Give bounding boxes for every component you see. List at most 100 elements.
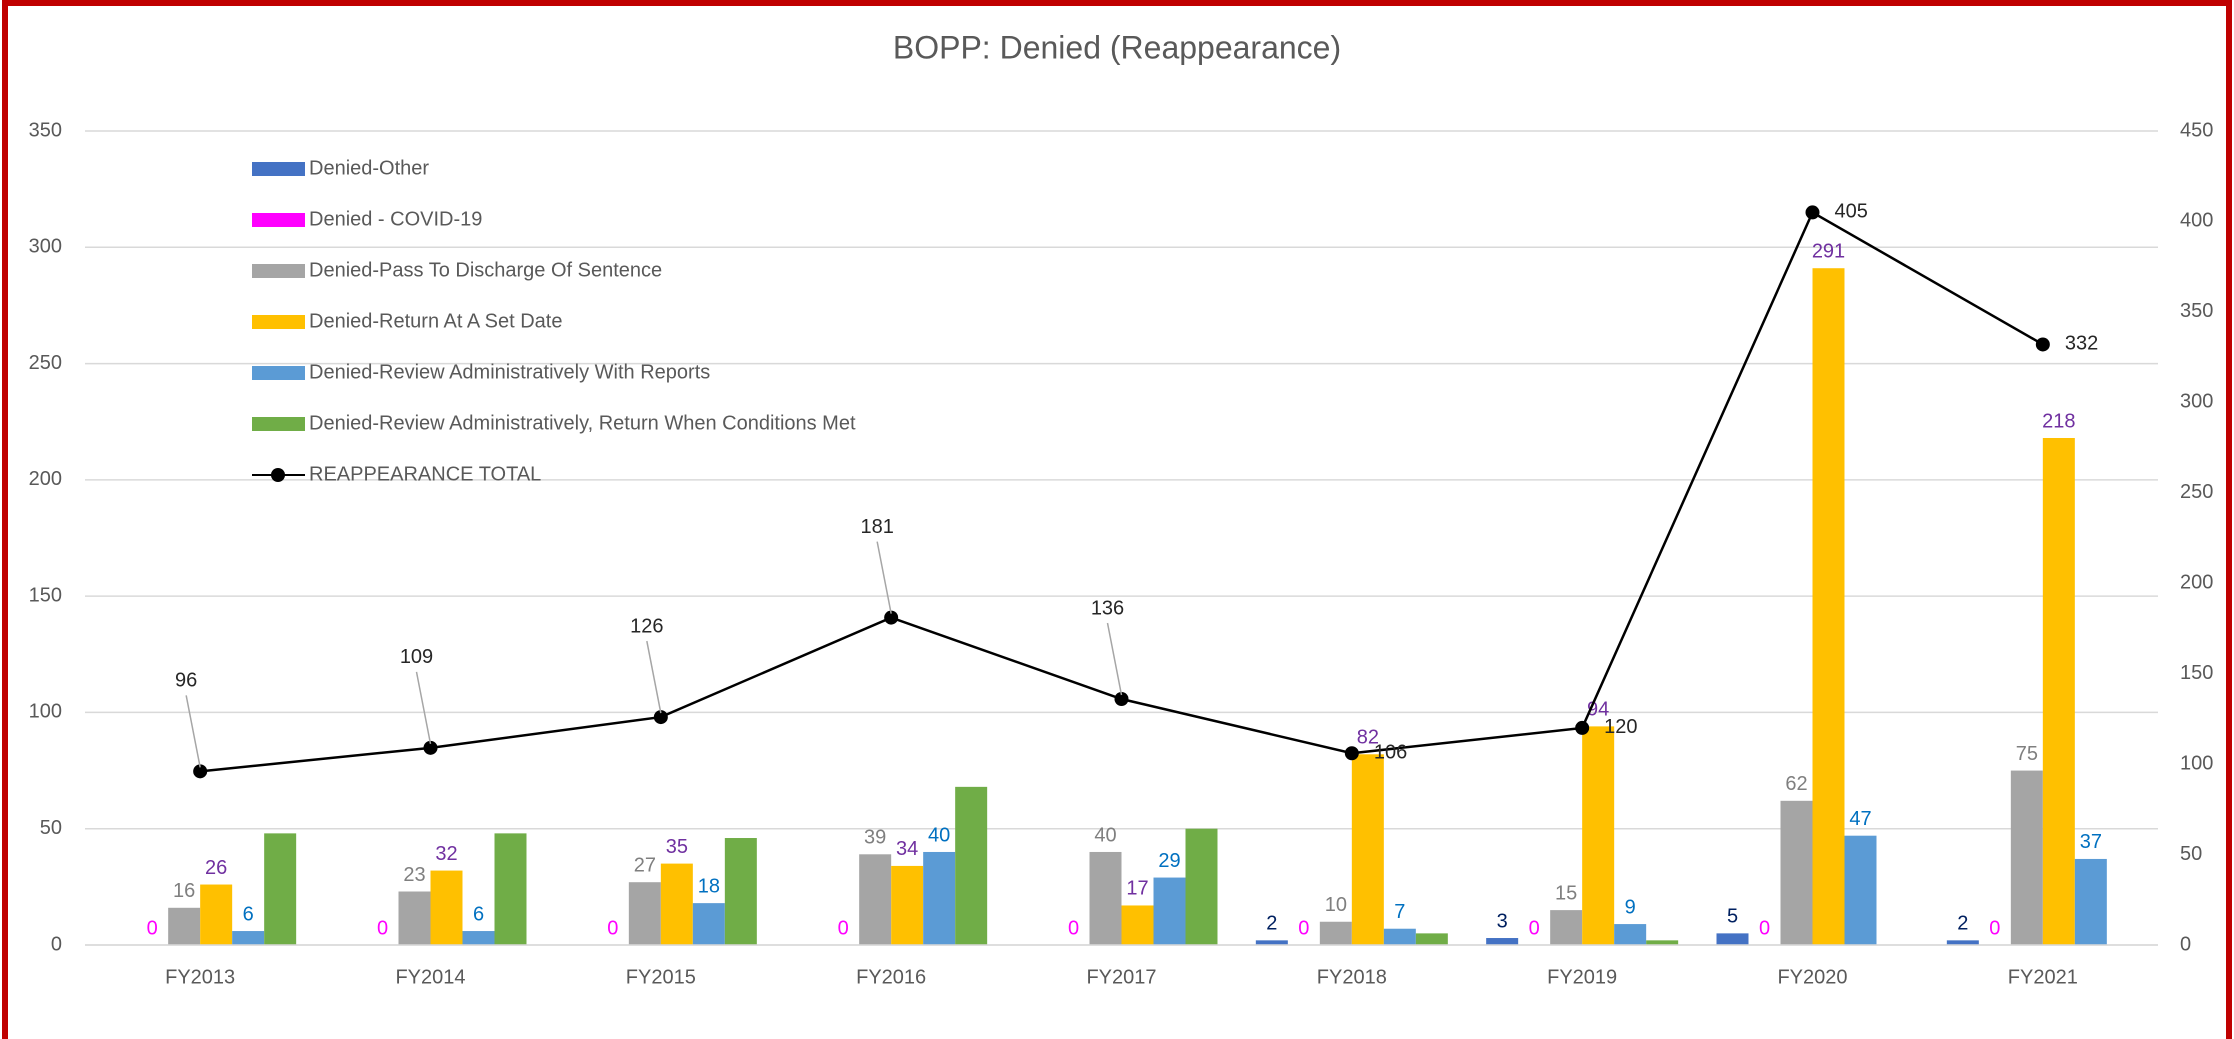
data-label: 0 [147, 917, 158, 939]
y2-tick-label: 400 [2180, 210, 2213, 232]
y2-tick-label: 150 [2180, 662, 2213, 684]
line-point [653, 710, 668, 725]
bar [264, 833, 297, 945]
x-tick-label: FY2014 [395, 966, 465, 988]
data-label: 0 [1529, 917, 1540, 939]
bar [200, 884, 233, 945]
legend-label: Denied-Other [309, 157, 429, 179]
y-tick-label: 150 [29, 584, 62, 606]
data-label: 181 [860, 516, 893, 538]
bar [955, 786, 988, 945]
leader-line [876, 541, 892, 614]
data-label: 0 [838, 917, 849, 939]
data-label: 23 [403, 864, 425, 886]
data-label: 37 [2080, 831, 2102, 853]
x-tick-label: FY2021 [2008, 966, 2078, 988]
data-label: 34 [896, 838, 918, 860]
y2-tick-label: 50 [2180, 843, 2202, 865]
legend-label: REAPPEARANCE TOTAL [309, 463, 541, 485]
data-label: 7 [1394, 901, 1405, 923]
data-label: 0 [1989, 917, 2000, 939]
bar [168, 907, 201, 945]
line-point [1575, 720, 1590, 735]
y-tick-label: 50 [40, 817, 62, 839]
data-label: 6 [243, 903, 254, 925]
data-label: 39 [864, 827, 886, 849]
bar [1089, 851, 1122, 945]
bar [1550, 910, 1583, 945]
data-label: 0 [1068, 917, 1079, 939]
data-label: 109 [400, 646, 433, 668]
data-label: 2 [1266, 913, 1277, 935]
bar [859, 854, 892, 945]
leader-line [646, 640, 662, 714]
bar [923, 851, 956, 945]
bar [1946, 940, 1979, 945]
bar [462, 931, 495, 945]
y-tick-label: 200 [29, 468, 62, 490]
y2-tick-label: 250 [2180, 481, 2213, 503]
bar [660, 863, 693, 945]
bar [1780, 800, 1813, 945]
bar [724, 838, 757, 945]
chart-title: BOPP: Denied (Reappearance) [893, 29, 1341, 65]
data-label: 18 [698, 875, 720, 897]
y-tick-label: 0 [51, 933, 62, 955]
line-point [1114, 691, 1129, 706]
data-label: 40 [928, 824, 950, 846]
data-label: 15 [1555, 882, 1577, 904]
bar [628, 882, 661, 945]
data-label: 0 [377, 917, 388, 939]
bar [1812, 268, 1845, 945]
bar [1486, 938, 1519, 945]
x-tick-label: FY2015 [626, 966, 696, 988]
bar [1153, 877, 1186, 945]
leader-line [415, 671, 432, 744]
data-label: 29 [1158, 850, 1180, 872]
data-label: 16 [173, 880, 195, 902]
bar [1319, 921, 1352, 945]
line-point [423, 740, 438, 755]
bar [398, 891, 431, 945]
bar [891, 865, 924, 945]
bar [1716, 933, 1749, 945]
y-tick-label: 300 [29, 236, 62, 258]
data-label: 47 [1849, 808, 1871, 830]
x-tick-label: FY2018 [1317, 966, 1387, 988]
y2-tick-label: 100 [2180, 752, 2213, 774]
data-label: 126 [630, 615, 663, 637]
legend-label: Denied-Review Administratively, Return W… [309, 412, 856, 434]
bar [1255, 940, 1288, 945]
line-point [1805, 205, 1820, 220]
y-tick-label: 350 [29, 119, 62, 141]
bar [2042, 437, 2075, 945]
bar [2010, 770, 2043, 945]
data-label: 40 [1094, 824, 1116, 846]
bar [1646, 940, 1679, 945]
y-tick-label: 250 [29, 352, 62, 374]
data-label: 332 [2065, 333, 2098, 355]
bar [692, 903, 725, 945]
data-label: 17 [1126, 878, 1148, 900]
x-tick-label: FY2017 [1086, 966, 1156, 988]
leader-line [1106, 622, 1123, 696]
line-point [1344, 746, 1359, 761]
x-tick-label: FY2013 [165, 966, 235, 988]
legend-label: Denied-Review Administratively With Repo… [309, 361, 710, 383]
data-label: 120 [1604, 716, 1637, 738]
data-label: 0 [607, 917, 618, 939]
bar [1415, 933, 1448, 945]
x-tick-label: FY2016 [856, 966, 926, 988]
legend-label: Denied-Return At A Set Date [309, 310, 563, 332]
bar [1582, 726, 1615, 945]
data-label: 82 [1357, 727, 1379, 749]
data-label: 32 [435, 843, 457, 865]
legend-swatch [252, 213, 305, 227]
legend-swatch [252, 264, 305, 278]
data-label: 10 [1325, 894, 1347, 916]
leader-line [185, 695, 201, 768]
data-label: 3 [1497, 910, 1508, 932]
data-label: 0 [1759, 917, 1770, 939]
data-label: 291 [1812, 240, 1845, 262]
